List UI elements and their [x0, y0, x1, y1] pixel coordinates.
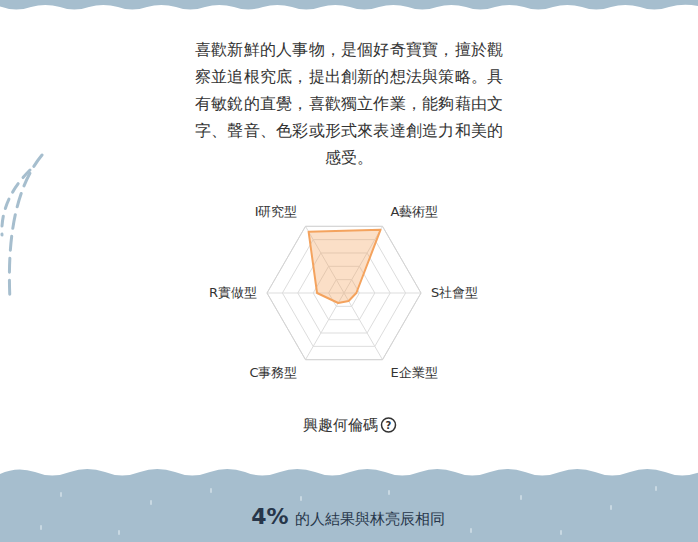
speck — [118, 530, 120, 535]
speck — [210, 488, 212, 493]
speck — [60, 492, 62, 497]
caption: 興趣何倫碼 — [303, 416, 378, 434]
axis-range — [267, 226, 421, 359]
speck — [520, 495, 522, 500]
speck — [470, 528, 472, 533]
data-area — [309, 230, 381, 303]
stat-text: 的人結果與林亮辰相同 — [295, 510, 445, 528]
category-label: S社會型 — [431, 285, 478, 300]
grid-ring — [267, 226, 421, 359]
speck — [655, 486, 657, 491]
bottom-band — [0, 469, 698, 542]
category-label: E企業型 — [391, 365, 438, 380]
speck — [560, 530, 562, 535]
top-band — [0, 0, 698, 10]
help-icon-circle[interactable] — [382, 418, 396, 432]
help-icon-text[interactable]: ? — [386, 420, 392, 431]
category-labels: I研究型 A藝術型 S社會型 E企業型 C事務型 R實做型 — [209, 204, 478, 380]
category-label: R實做型 — [209, 285, 257, 300]
grid — [267, 226, 421, 359]
stat-value: 4% — [251, 504, 288, 529]
help-icon[interactable]: ? — [382, 418, 396, 432]
radar-area — [309, 230, 381, 303]
decoration — [2, 155, 42, 300]
speck — [388, 490, 390, 495]
category-label: A藝術型 — [391, 204, 439, 219]
speck — [300, 496, 302, 501]
decoration-arc — [2, 170, 30, 235]
description: 喜歡新鮮的人事物，是個好奇寶寶，擅於觀察並追根究底，提出創新的想法與策略。具有敏… — [195, 36, 503, 171]
speck — [40, 525, 42, 530]
category-label: C事務型 — [249, 365, 297, 380]
stat: 4% 的人結果與林亮辰相同 — [251, 504, 444, 529]
spoke — [344, 293, 383, 360]
speck — [150, 500, 152, 505]
category-label: I研究型 — [255, 204, 298, 219]
speck — [610, 505, 612, 510]
